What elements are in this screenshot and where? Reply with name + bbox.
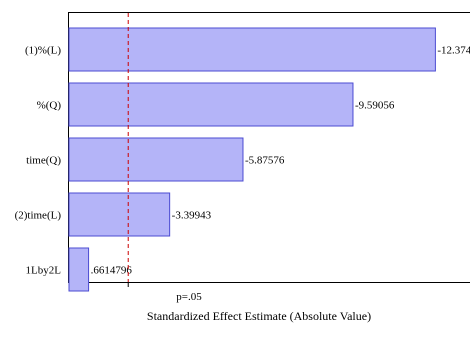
value-label: -5.87576: [245, 155, 285, 167]
value-label: -12.374: [437, 45, 470, 57]
value-label: -3.39943: [172, 210, 212, 222]
category-label: %(Q): [37, 100, 62, 112]
category-label: time(Q): [26, 155, 61, 167]
x-axis-title: Standardized Effect Estimate (Absolute V…: [147, 309, 371, 323]
bar: [68, 137, 244, 182]
category-label: (2)time(L): [15, 210, 62, 222]
category-label: (1)%(L): [25, 45, 61, 57]
value-label: .6614796: [91, 265, 133, 277]
reference-line-label: p=.05: [176, 291, 202, 303]
bar: [68, 192, 171, 237]
bar: [68, 82, 354, 127]
plot-frame: [68, 12, 470, 283]
bar: [68, 247, 90, 292]
bar: [68, 27, 436, 72]
category-label: 1Lby2L: [26, 265, 62, 277]
value-label: -9.59056: [355, 100, 395, 112]
